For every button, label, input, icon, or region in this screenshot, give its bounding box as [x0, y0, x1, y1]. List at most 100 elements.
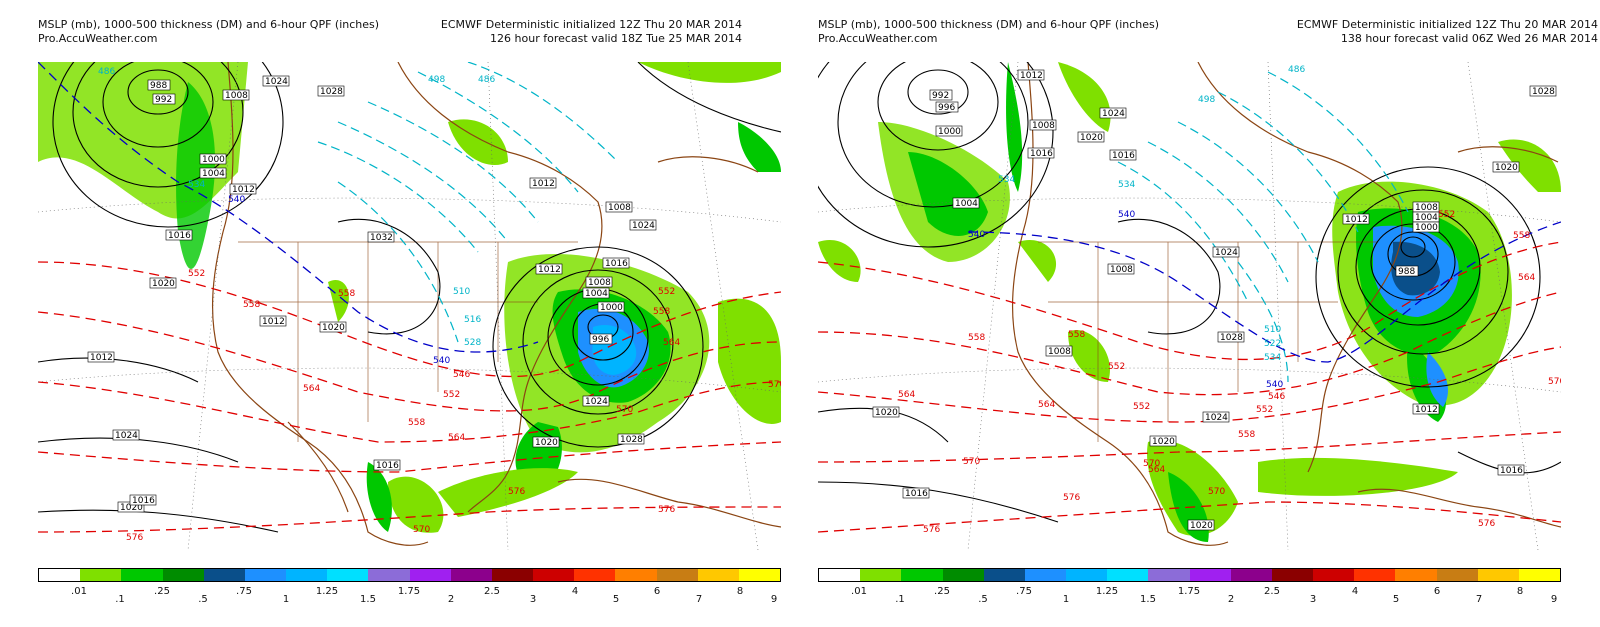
- svg-text:1028: 1028: [320, 87, 343, 97]
- source-label: Pro.AccuWeather.com: [818, 32, 938, 45]
- isobars: [38, 62, 781, 533]
- colorbar-swatch: [39, 569, 81, 581]
- colorbar-swatch: [244, 569, 287, 581]
- svg-text:1024: 1024: [632, 221, 655, 231]
- svg-text:564: 564: [1148, 465, 1165, 475]
- svg-text:564: 564: [1038, 400, 1055, 410]
- pressure-label: 1020: [872, 406, 900, 418]
- thickness-labels: 534 534 540 540 540 546 552 552 552 558 …: [898, 65, 1561, 535]
- pressure-label: 992: [152, 93, 176, 105]
- svg-text:992: 992: [155, 95, 172, 105]
- svg-text:1008: 1008: [588, 278, 611, 288]
- svg-text:1028: 1028: [620, 435, 643, 445]
- svg-text:1012: 1012: [532, 179, 555, 189]
- svg-text:534: 534: [1118, 180, 1135, 190]
- pressure-label: 988: [1395, 265, 1419, 277]
- colorbar-swatch: [615, 569, 657, 581]
- svg-text:486: 486: [478, 75, 495, 85]
- pressure-label: 1012: [1412, 403, 1440, 415]
- colorbar-swatch: [819, 569, 861, 581]
- svg-text:996: 996: [938, 103, 955, 113]
- colorbar-label: 2.5: [484, 586, 500, 597]
- precip-colorbar: [818, 568, 1561, 582]
- colorbar-label: 9: [770, 594, 778, 605]
- svg-text:552: 552: [188, 269, 205, 279]
- svg-text:546: 546: [1268, 392, 1285, 402]
- svg-text:1020: 1020: [875, 408, 898, 418]
- colorbar-swatch: [203, 569, 245, 581]
- svg-text:1012: 1012: [1345, 215, 1368, 225]
- svg-text:576: 576: [1478, 519, 1495, 529]
- colorbar-label: 7: [695, 594, 703, 605]
- svg-text:1000: 1000: [202, 155, 225, 165]
- colorbar-label: .01: [71, 586, 87, 597]
- svg-text:486: 486: [98, 67, 115, 77]
- svg-text:1020: 1020: [1080, 133, 1103, 143]
- colorbar-label: 8: [1516, 586, 1524, 597]
- svg-text:992: 992: [932, 91, 949, 101]
- svg-text:576: 576: [923, 525, 940, 535]
- model-init-label: ECMWF Deterministic initialized 12Z Thu …: [1296, 18, 1598, 31]
- svg-text:1012: 1012: [262, 317, 285, 327]
- colorbar-swatch: [1436, 569, 1478, 581]
- pressure-label: 996: [589, 333, 613, 345]
- svg-text:1020: 1020: [322, 323, 345, 333]
- pressure-label: 1024: [1212, 246, 1240, 258]
- weather-map: 988 992 1008 1024 1028 1000 1004 1012 10…: [38, 62, 781, 550]
- svg-text:1020: 1020: [120, 503, 143, 513]
- pressure-label: 1024: [1099, 107, 1127, 119]
- svg-text:534: 534: [998, 175, 1015, 185]
- colorbar-label: 6: [653, 586, 661, 597]
- pressure-label: 1024: [112, 429, 140, 441]
- pressure-label: 1028: [617, 433, 645, 445]
- svg-text:1012: 1012: [90, 353, 113, 363]
- colorbar-label: 4: [1351, 586, 1359, 597]
- pressure-label: 1012: [87, 351, 115, 363]
- pressure-label: 1004: [582, 287, 610, 299]
- svg-text:1012: 1012: [232, 185, 255, 195]
- colorbar-label: .25: [934, 586, 950, 597]
- colorbar-swatch: [983, 569, 1025, 581]
- svg-text:1020: 1020: [1190, 521, 1213, 531]
- svg-text:546: 546: [453, 370, 470, 380]
- pressure-label: 1016: [1109, 149, 1137, 161]
- pressure-label: 1008: [585, 276, 613, 288]
- colorbar-label: 1.25: [315, 586, 339, 597]
- svg-text:564: 564: [448, 433, 465, 443]
- svg-text:1024: 1024: [1205, 413, 1228, 423]
- svg-text:1028: 1028: [1220, 333, 1243, 343]
- pressure-label: 1000: [199, 153, 227, 165]
- pressure-label: 1028: [317, 85, 345, 97]
- svg-text:1016: 1016: [132, 496, 155, 506]
- svg-text:510: 510: [453, 287, 470, 297]
- svg-text:552: 552: [443, 390, 460, 400]
- colorbar-swatch: [1189, 569, 1231, 581]
- svg-text:1004: 1004: [1415, 213, 1438, 223]
- pressure-label: 1008: [1107, 263, 1135, 275]
- svg-text:570: 570: [413, 525, 430, 535]
- pressure-label: 992: [929, 89, 953, 101]
- chart-title: MSLP (mb), 1000-500 thickness (DM) and 6…: [818, 18, 1160, 31]
- colorbar-label: 5: [612, 594, 620, 605]
- precip-colorbar: [38, 568, 781, 582]
- colorbar-label: 2: [447, 594, 455, 605]
- isobar-labels: 988 992 1008 1024 1028 1000 1004 1012 10…: [87, 75, 657, 513]
- colorbar-label: .75: [1016, 586, 1032, 597]
- svg-text:1012: 1012: [538, 265, 561, 275]
- svg-text:1008: 1008: [608, 203, 631, 213]
- colorbar-swatch: [121, 569, 163, 581]
- colorbar-label: 2.5: [1264, 586, 1280, 597]
- model-init-label: ECMWF Deterministic initialized 12Z Thu …: [440, 18, 742, 31]
- graticule: [38, 62, 781, 550]
- colorbar-label: .25: [154, 586, 170, 597]
- pressure-label: 1000: [935, 125, 963, 137]
- colorbar-swatch: [1230, 569, 1272, 581]
- svg-text:540: 540: [433, 356, 450, 366]
- svg-text:558: 558: [408, 418, 425, 428]
- colorbar-label: 1: [282, 594, 290, 605]
- colorbar-swatch: [738, 569, 781, 581]
- svg-text:540: 540: [1266, 380, 1283, 390]
- colorbar-swatch: [1477, 569, 1519, 581]
- svg-text:540: 540: [228, 195, 245, 205]
- colorbar-swatch: [162, 569, 204, 581]
